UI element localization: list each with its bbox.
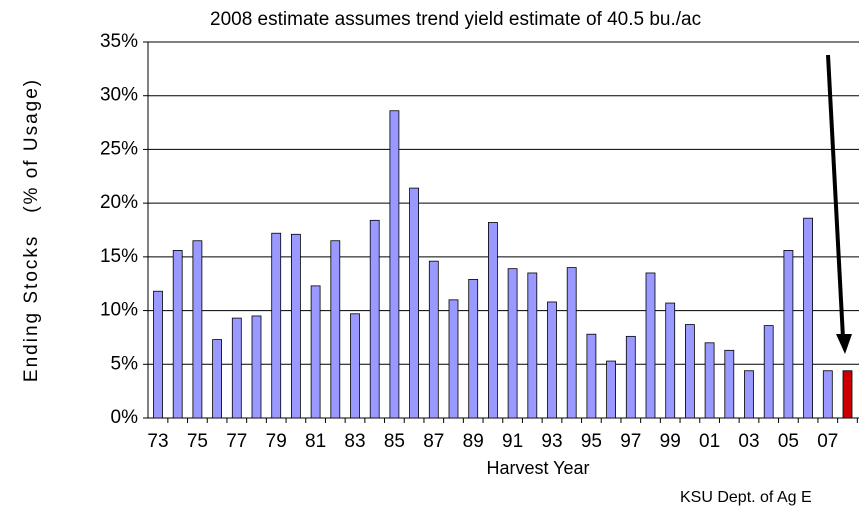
x-axis-label: Harvest Year: [486, 458, 589, 478]
x-tick-label: 75: [187, 431, 208, 452]
x-tick-label: 89: [463, 431, 484, 452]
bar: [251, 315, 262, 419]
x-tick-label: 73: [147, 431, 168, 452]
bar: [409, 187, 420, 419]
x-tick-label: 99: [660, 431, 681, 452]
bar: [271, 232, 282, 419]
bar: [192, 240, 203, 419]
x-tick-label: 83: [344, 431, 365, 452]
bar: [310, 285, 321, 419]
bar: [547, 301, 557, 419]
y-tick-label: 25%: [100, 138, 138, 159]
bar: [586, 333, 597, 419]
y-tick-label: 0%: [111, 407, 139, 428]
y-tick-label: 20%: [100, 192, 138, 213]
bar: [527, 272, 538, 419]
x-tick-label: 77: [226, 431, 247, 452]
bar: [487, 222, 498, 419]
x-tick-label: 03: [738, 431, 759, 452]
bar: [783, 250, 794, 419]
x-tick-label: 91: [502, 431, 523, 452]
source: KSU Dept. of Ag E: [680, 489, 812, 506]
annotation: 2008 estimate assumes trend yield estima…: [210, 9, 701, 30]
bar: [704, 342, 715, 419]
x-tick-label: 97: [620, 431, 641, 452]
bar: [231, 317, 242, 419]
bar: [212, 339, 223, 419]
bar: [369, 219, 380, 419]
y-tick-label: 10%: [100, 300, 138, 321]
x-tick-label: 81: [305, 431, 326, 452]
bar: [153, 290, 163, 419]
bar: [172, 250, 183, 419]
bar: [566, 267, 577, 419]
y-tick-label: 35%: [100, 31, 138, 52]
x-tick-label: 05: [778, 431, 799, 452]
bar: [290, 233, 301, 419]
y-tick-label: 5%: [111, 353, 139, 374]
y-axis-label: Ending Stocks (% of Usage): [21, 78, 42, 382]
bar: [428, 260, 439, 419]
x-tick-label: 01: [699, 431, 720, 452]
bar: [803, 217, 813, 419]
bar: [822, 370, 833, 419]
x-tick-label: 07: [817, 431, 838, 452]
bar: [665, 302, 676, 419]
plot: 0% 5% 10% 15% 20% 25% 30% 35% 73 75 77 79 81 83 85 87 89…: [100, 31, 859, 452]
bar: [448, 299, 459, 419]
bar: [842, 370, 853, 419]
bar: [724, 349, 735, 419]
bar: [507, 268, 518, 419]
x-tick-label: 85: [384, 431, 405, 452]
x-tick-label: 79: [266, 431, 287, 452]
bar: [330, 240, 341, 419]
annotation-arrow: [826, 54, 845, 339]
y-tick-label: 15%: [100, 246, 138, 267]
bar: [389, 110, 400, 419]
bar: [645, 272, 656, 419]
bar: [468, 279, 479, 419]
x-tick-label: 93: [541, 431, 562, 452]
bar: [606, 360, 616, 419]
arrow-head: [836, 334, 852, 354]
bar: [744, 370, 754, 419]
x-tick-label: 95: [581, 431, 602, 452]
bar: [685, 324, 695, 419]
bar: [350, 313, 360, 419]
y-tick-label: 30%: [100, 85, 138, 106]
bar: [763, 325, 774, 419]
bar: [625, 335, 636, 419]
x-tick-label: 87: [423, 431, 444, 452]
